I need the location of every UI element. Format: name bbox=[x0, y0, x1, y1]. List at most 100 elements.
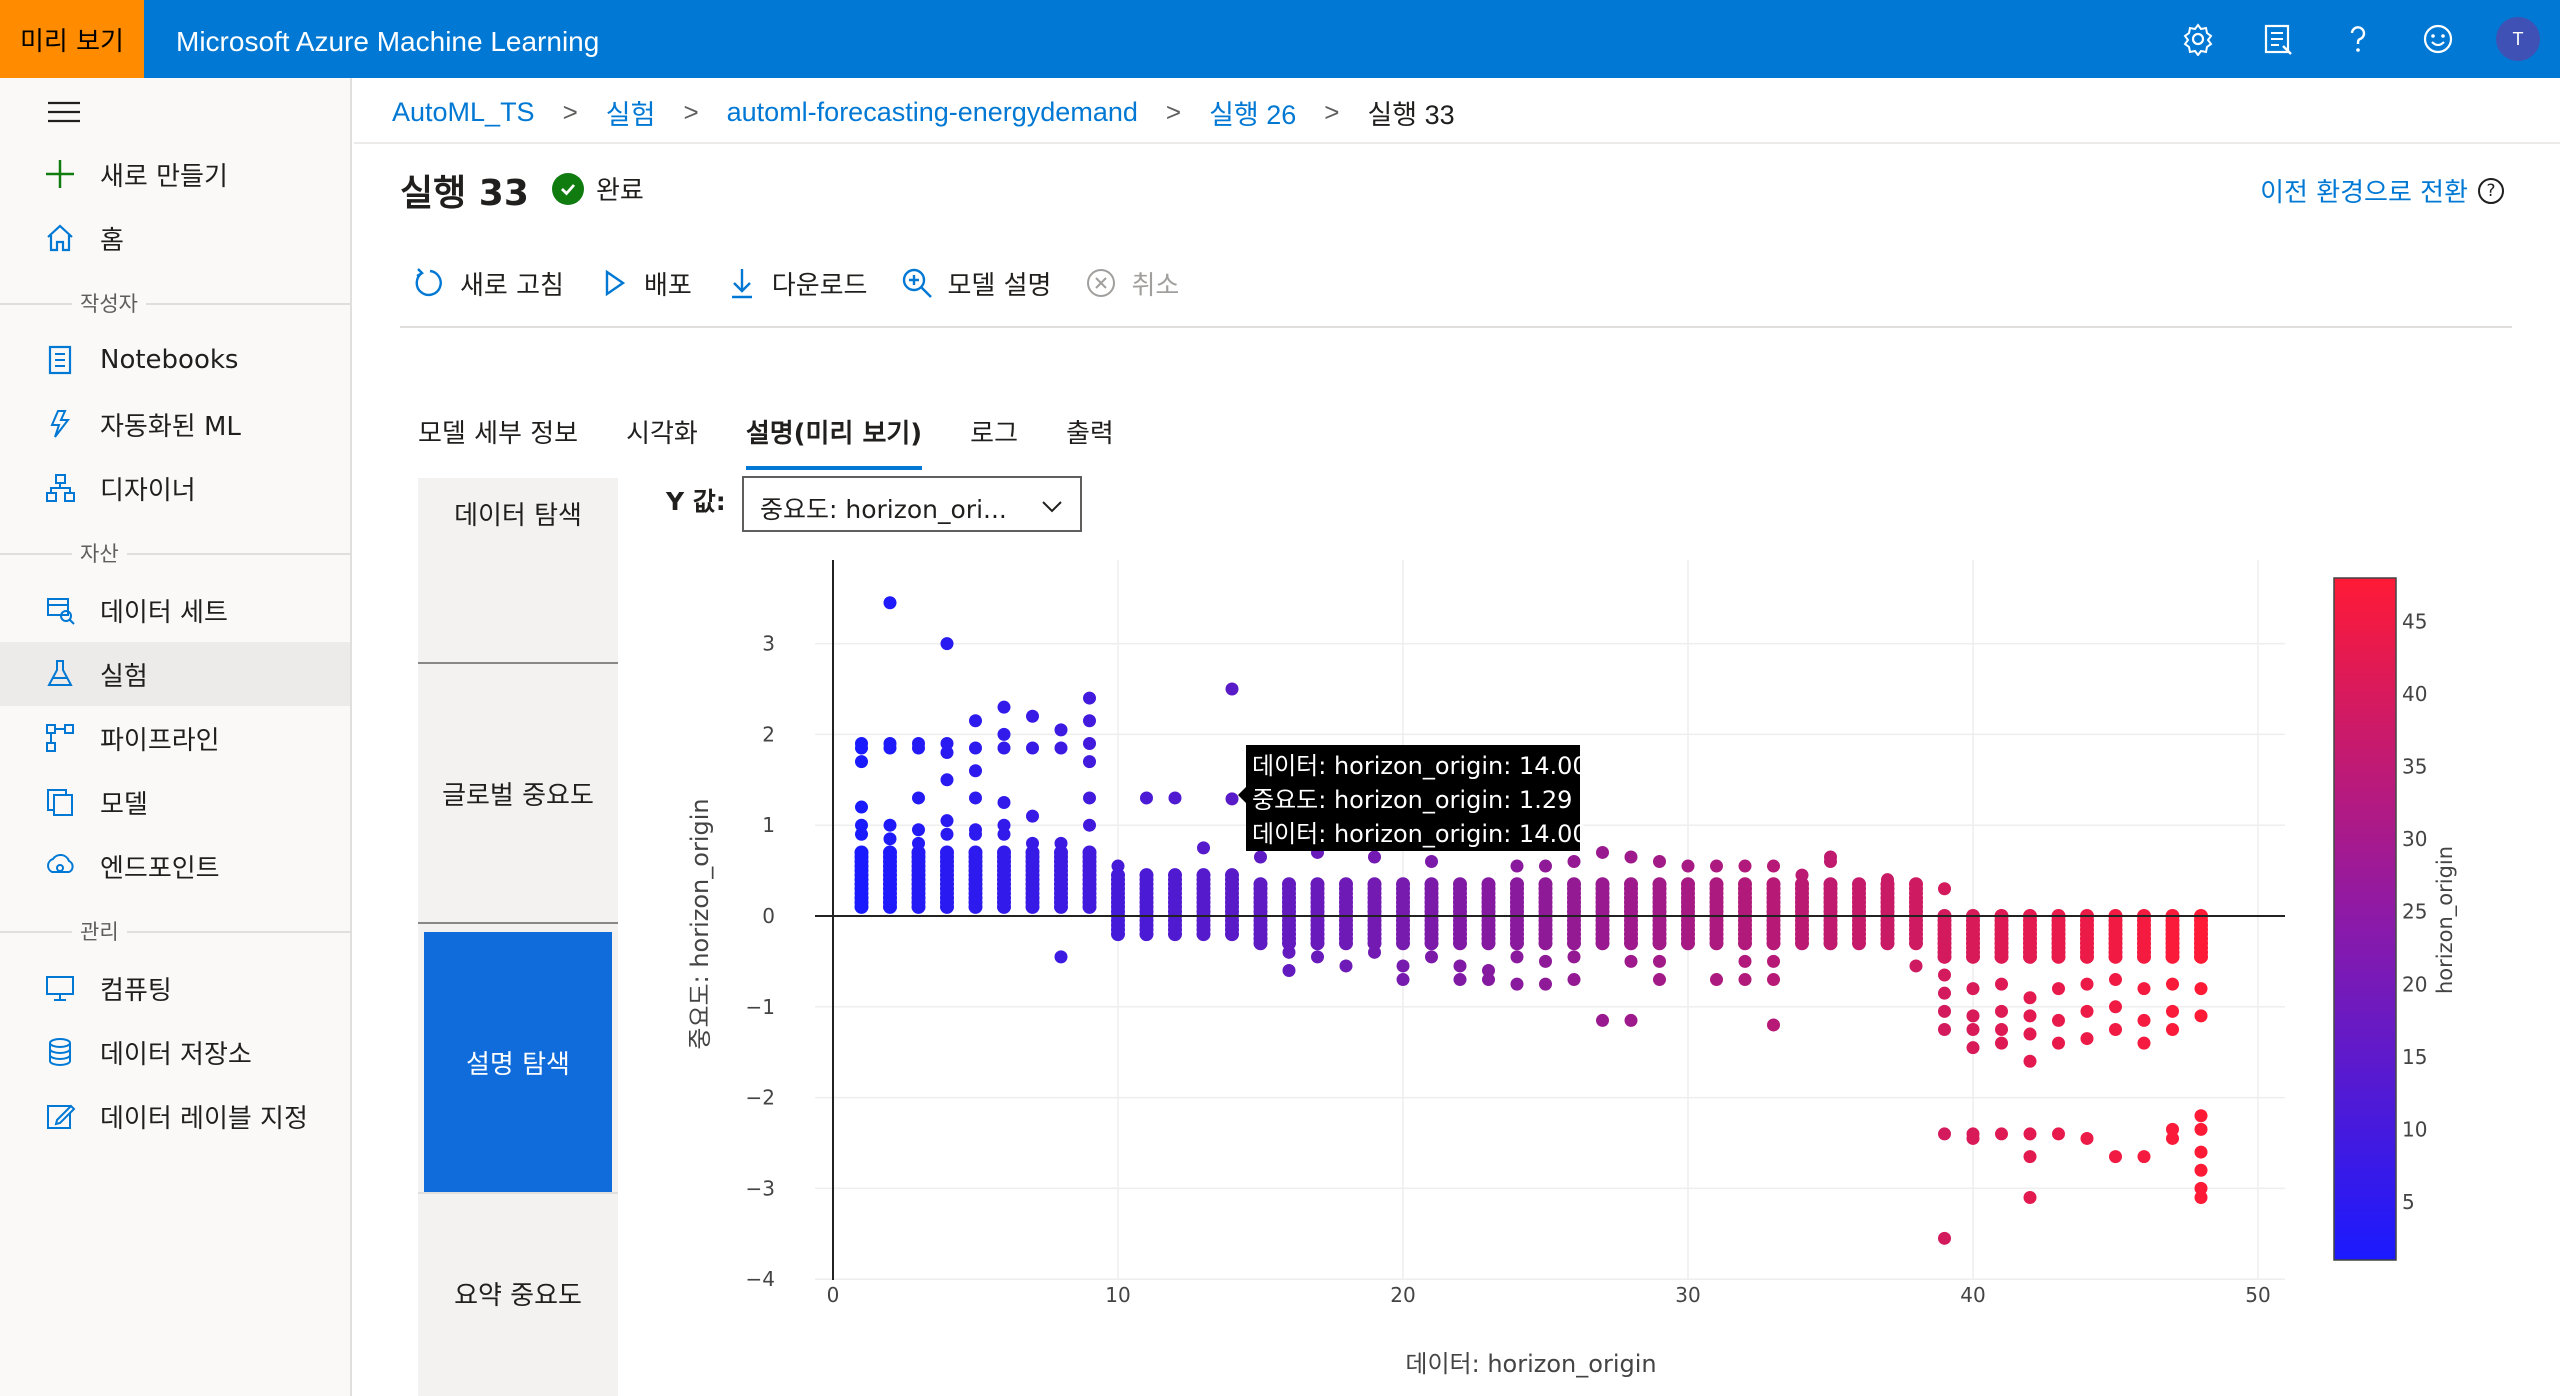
data-point bbox=[1966, 1131, 1980, 1145]
data-point bbox=[2023, 1054, 2037, 1068]
data-point bbox=[1823, 936, 1838, 951]
breadcrumb-experiments[interactable]: 실험 bbox=[605, 99, 656, 130]
sidebar-item-create-new[interactable]: 새로 만들기 bbox=[0, 142, 350, 206]
exp-nav-data-exploration[interactable]: 데이터 탐색 bbox=[454, 500, 582, 531]
status-label: 완료 bbox=[596, 176, 644, 206]
data-point bbox=[1111, 859, 1125, 873]
switch-to-classic-link[interactable]: 이전 환경으로 전환 ? bbox=[2260, 172, 2504, 209]
tab-outputs[interactable]: 출력 bbox=[1066, 419, 1114, 449]
sidebar-item-designer[interactable]: 디자이너 bbox=[0, 456, 350, 520]
sidebar-item-automl[interactable]: 자동화된 ML bbox=[0, 392, 350, 456]
exp-nav-explanation-exploration[interactable]: 설명 탐색 bbox=[424, 932, 612, 1192]
tab-explanations[interactable]: 설명(미리 보기) bbox=[745, 414, 923, 470]
feedback-list-icon[interactable] bbox=[2258, 19, 2298, 59]
sidebar-item-data-labeling[interactable]: 데이터 레이블 지정 bbox=[0, 1084, 350, 1148]
data-point bbox=[2194, 1181, 2208, 1195]
help-question-icon[interactable] bbox=[2338, 19, 2378, 59]
exp-nav-summary-importance[interactable]: 요약 중요도 bbox=[454, 1280, 582, 1311]
data-point bbox=[912, 823, 925, 837]
data-point bbox=[1339, 936, 1353, 951]
sidebar-item-datasets[interactable]: 데이터 세트 bbox=[0, 578, 350, 642]
y-value-selected: 중요도: horizon_ori... bbox=[760, 495, 1007, 524]
tab-visualizations[interactable]: 시각화 bbox=[626, 419, 698, 449]
data-point bbox=[1938, 1231, 1951, 1245]
app-title[interactable]: Microsoft Azure Machine Learning bbox=[176, 26, 600, 57]
tab-model-details[interactable]: 모델 세부 정보 bbox=[418, 419, 579, 449]
user-avatar[interactable]: T bbox=[2496, 17, 2540, 61]
data-point bbox=[1852, 936, 1866, 951]
sidebar-item-label: 자동화된 ML bbox=[100, 411, 241, 442]
data-point bbox=[1795, 936, 1809, 951]
data-point bbox=[1453, 959, 1467, 973]
data-point bbox=[2052, 1036, 2065, 1050]
data-point bbox=[1025, 899, 1040, 914]
hover-tooltip: 데이터: horizon_origin: 14.00 중요도: horizon_… bbox=[1238, 745, 1588, 851]
breadcrumb-experiment-name[interactable]: automl-forecasting-energydemand bbox=[726, 96, 1138, 127]
endpoint-icon bbox=[44, 850, 76, 882]
data-point bbox=[1254, 850, 1267, 864]
dataset-icon bbox=[44, 594, 76, 626]
cancel-circle-icon bbox=[1083, 265, 1119, 301]
tooltip-line: 데이터: horizon_origin: 14.00 bbox=[1252, 820, 1588, 848]
deploy-label: 배포 bbox=[643, 270, 692, 301]
sidebar-item-pipelines[interactable]: 파이프라인 bbox=[0, 706, 350, 770]
y-value-dropdown[interactable]: 중요도: horizon_ori... bbox=[742, 476, 1082, 532]
switch-link-label[interactable]: 이전 환경으로 전환 bbox=[2260, 178, 2468, 208]
smiley-feedback-icon[interactable] bbox=[2418, 19, 2458, 59]
data-point bbox=[1795, 868, 1809, 882]
data-point bbox=[1339, 959, 1353, 973]
data-point bbox=[1966, 1009, 1980, 1023]
section-assets: 자산 bbox=[0, 538, 350, 568]
data-point bbox=[940, 899, 954, 914]
sidebar-item-endpoints[interactable]: 엔드포인트 bbox=[0, 834, 350, 898]
download-button[interactable]: 다운로드 bbox=[724, 265, 867, 302]
colorbar-title: horizon_origin bbox=[2433, 846, 2458, 994]
data-point bbox=[1111, 927, 1125, 942]
sidebar-item-datastores[interactable]: 데이터 저장소 bbox=[0, 1020, 350, 1084]
data-point bbox=[1937, 949, 1952, 964]
help-circle-icon[interactable]: ? bbox=[2478, 177, 2504, 204]
data-point bbox=[2194, 1109, 2208, 1123]
data-point bbox=[2023, 991, 2037, 1005]
y-value-label: Y 값: bbox=[666, 487, 726, 516]
data-point bbox=[2165, 949, 2180, 964]
sidebar-item-notebooks[interactable]: Notebooks bbox=[0, 328, 350, 392]
cancel-label: 취소 bbox=[1131, 270, 1180, 301]
x-tick-label: 50 bbox=[2245, 1283, 2270, 1307]
tab-logs[interactable]: 로그 bbox=[970, 419, 1019, 449]
x-tick-label: 10 bbox=[1105, 1283, 1130, 1307]
deploy-button[interactable]: 배포 bbox=[596, 265, 692, 302]
data-point bbox=[940, 773, 954, 787]
zoom-in-icon bbox=[899, 265, 935, 301]
sidebar-item-compute[interactable]: 컴퓨팅 bbox=[0, 956, 350, 1020]
settings-gear-icon[interactable] bbox=[2178, 19, 2218, 59]
data-point bbox=[2109, 973, 2122, 987]
breadcrumb-automl-ts[interactable]: AutoML_TS bbox=[392, 96, 535, 127]
explain-model-button[interactable]: 모델 설명 bbox=[899, 265, 1051, 302]
hamburger-menu-icon[interactable] bbox=[48, 98, 80, 126]
data-point bbox=[1738, 936, 1752, 951]
exp-nav-global-importance[interactable]: 글로벌 중요도 bbox=[442, 780, 594, 811]
data-point bbox=[1767, 859, 1780, 873]
data-point bbox=[1938, 1023, 1951, 1036]
data-point bbox=[1995, 1023, 2008, 1036]
preview-badge[interactable]: 미리 보기 bbox=[0, 0, 144, 78]
y-tick-label: 3 bbox=[762, 632, 775, 656]
refresh-label: 새로 고침 bbox=[460, 270, 564, 301]
y-axis-label: 중요도: horizon_origin bbox=[686, 798, 714, 1049]
data-point bbox=[855, 800, 868, 814]
y-axis-ticks: 3 2 1 0 −1 −2 −3 −4 bbox=[746, 632, 775, 1292]
sidebar-item-home[interactable]: 홈 bbox=[0, 206, 350, 270]
data-point bbox=[1054, 741, 1068, 755]
data-point bbox=[1710, 973, 1723, 987]
colorbar-tick-label: 40 bbox=[2402, 682, 2427, 706]
colorbar-tick-label: 45 bbox=[2402, 610, 2427, 634]
y-tick-label: −3 bbox=[746, 1176, 775, 1200]
cancel-button[interactable]: 취소 bbox=[1083, 265, 1179, 302]
sidebar-item-models[interactable]: 모델 bbox=[0, 770, 350, 834]
refresh-button[interactable]: 새로 고침 bbox=[412, 265, 564, 302]
breadcrumb-parent-run[interactable]: 실행 26 bbox=[1209, 99, 1297, 130]
sidebar-item-experiments[interactable]: 실험 bbox=[0, 642, 350, 706]
data-point bbox=[1681, 859, 1695, 873]
chevron-right-icon: > bbox=[1165, 96, 1182, 127]
